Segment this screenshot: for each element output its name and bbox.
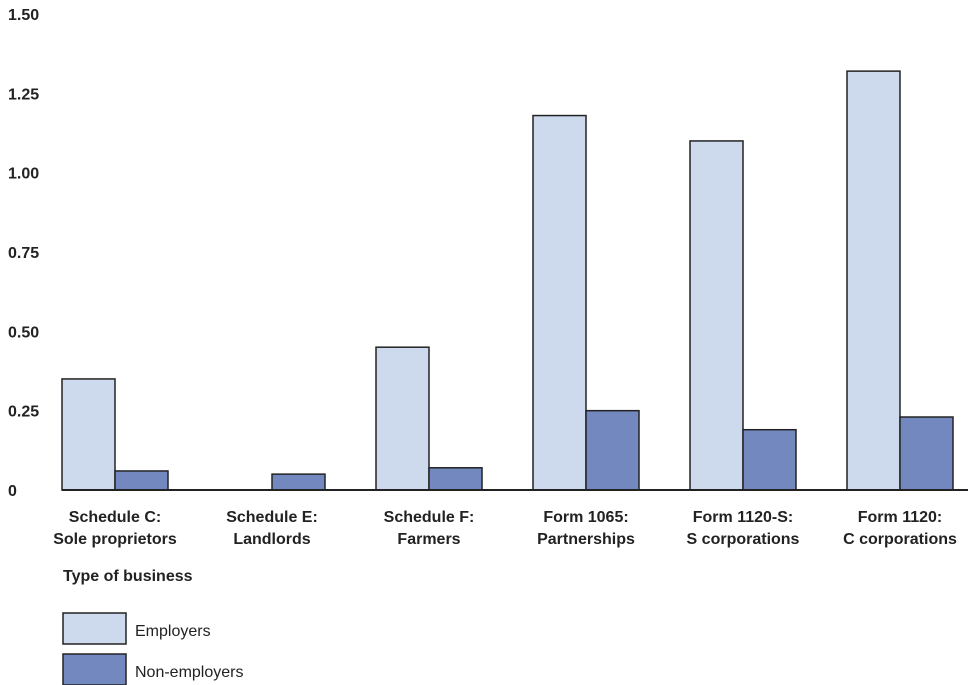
category-label: Landlords [233, 531, 310, 548]
category-label: Form 1120: [858, 509, 942, 526]
employers-bar [375, 346, 430, 491]
legend-label-non-employers: Non-employers [135, 664, 243, 681]
y-tick-label: 1.50 [8, 7, 39, 24]
category-label: S corporations [687, 531, 800, 548]
category-label: Schedule C: [69, 509, 161, 526]
non-employers-bar [271, 473, 326, 491]
y-tick-label: 0.50 [8, 324, 39, 341]
legend-swatch-non-employers [62, 653, 127, 685]
category-label: C corporations [843, 531, 957, 548]
y-tick-label: 0 [8, 483, 17, 500]
legend-swatch-employers [62, 612, 127, 645]
employers-bar [689, 140, 744, 491]
category-label: Partnerships [537, 531, 635, 548]
legend: Employers Non-employers [62, 612, 243, 685]
employers-bar [532, 114, 587, 491]
category-label: Form 1065: [543, 509, 628, 526]
category-label: Sole proprietors [53, 531, 177, 548]
non-employers-bar [114, 470, 169, 491]
category-label: Schedule E: [226, 509, 318, 526]
y-tick-label: 0.25 [8, 404, 39, 421]
y-axis-ticks: 0 0.25 0.50 0.75 1.00 1.25 1.50 [8, 7, 39, 500]
bars [61, 70, 954, 491]
non-employers-bar [585, 409, 640, 491]
x-axis-label: Type of business [63, 568, 193, 585]
y-tick-label: 0.75 [8, 245, 39, 262]
employers-bar [61, 378, 116, 491]
non-employers-bar [428, 467, 483, 491]
y-tick-label: 1.25 [8, 86, 39, 103]
category-label: Form 1120-S: [693, 509, 793, 526]
category-label: Schedule F: [384, 509, 475, 526]
category-labels: Schedule C: Sole proprietors Schedule E: La… [53, 509, 957, 548]
non-employers-bar [899, 416, 954, 491]
y-tick-label: 1.00 [8, 166, 39, 183]
employers-bar [846, 70, 901, 491]
legend-label-employers: Employers [135, 623, 211, 640]
category-label: Farmers [397, 531, 460, 548]
non-employers-bar [742, 428, 797, 491]
